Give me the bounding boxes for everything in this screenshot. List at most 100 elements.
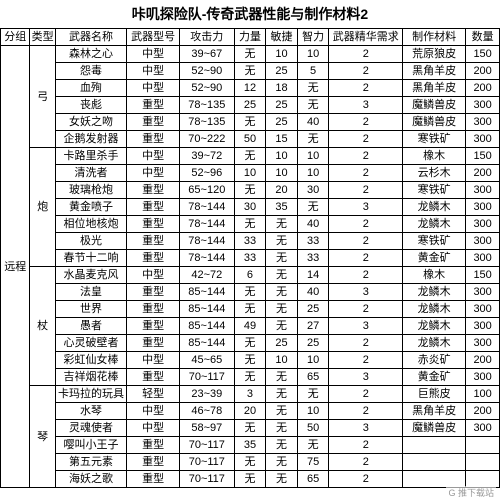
cell-mat: 龙鳞木 (403, 318, 466, 335)
cell-str: 无 (234, 63, 266, 80)
cell-mat: 龙鳞木 (403, 335, 466, 352)
cell-atk: 70~117 (179, 437, 234, 454)
type-cell: 杖 (30, 267, 55, 386)
cell-model: 中型 (127, 63, 180, 80)
cell-qty: 150 (466, 46, 500, 63)
cell-mat: 寒铁矿 (403, 131, 466, 148)
table-row: 远程弓森林之心中型39~67无10102荒原狼皮150 (1, 46, 500, 63)
cell-qty: 300 (466, 131, 500, 148)
cell-ess: 2 (329, 335, 403, 352)
cell-int: 无 (297, 386, 329, 403)
cell-name: 血殉 (55, 80, 127, 97)
cell-atk: 42~72 (179, 267, 234, 284)
cell-model: 重型 (127, 131, 180, 148)
cell-int: 10 (297, 165, 329, 182)
cell-name: 黄金喷子 (55, 199, 127, 216)
cell-model: 中型 (127, 46, 180, 63)
cell-atk: 52~90 (179, 63, 234, 80)
cell-atk: 58~97 (179, 420, 234, 437)
col-header: 力量 (234, 29, 266, 46)
cell-int: 10 (297, 352, 329, 369)
cell-mat: 橡木 (403, 267, 466, 284)
cell-agi: 18 (266, 80, 298, 97)
cell-mat: 黑角羊皮 (403, 403, 466, 420)
cell-mat: 荒原狼皮 (403, 46, 466, 63)
cell-mat: 黄金矿 (403, 369, 466, 386)
cell-atk: 23~39 (179, 386, 234, 403)
cell-agi: 无 (266, 267, 298, 284)
cell-name: 卡玛拉的玩具 (55, 386, 127, 403)
table-row: 心灵破壁者重型85~144无25252龙鳞木300 (1, 335, 500, 352)
col-header: 制作材料 (403, 29, 466, 46)
cell-atk: 78~135 (179, 97, 234, 114)
cell-int: 无 (297, 97, 329, 114)
cell-mat: 魔鳞兽皮 (403, 114, 466, 131)
cell-str: 无 (234, 454, 266, 471)
cell-qty: 150 (466, 148, 500, 165)
cell-agi: 无 (266, 284, 298, 301)
table-row: 琴卡玛拉的玩具轻型23~393无无2巨熊皮100 (1, 386, 500, 403)
cell-atk: 70~117 (179, 369, 234, 386)
cell-agi: 无 (266, 216, 298, 233)
cell-ess: 2 (329, 352, 403, 369)
table-row: 法皇重型85~144无无403龙鳞木300 (1, 284, 500, 301)
table-row: 女妖之吻重型78~135无25402魔鳞兽皮300 (1, 114, 500, 131)
cell-mat: 龙鳞木 (403, 301, 466, 318)
type-cell: 琴 (30, 386, 55, 488)
cell-qty: 300 (466, 318, 500, 335)
cell-qty: 300 (466, 250, 500, 267)
cell-int: 5 (297, 63, 329, 80)
cell-agi: 10 (266, 165, 298, 182)
cell-model: 重型 (127, 284, 180, 301)
cell-ess: 3 (329, 97, 403, 114)
cell-str: 6 (234, 267, 266, 284)
cell-qty: 300 (466, 233, 500, 250)
table-title: 咔叽探险队-传奇武器性能与制作材料2 (0, 0, 500, 28)
cell-int: 65 (297, 471, 329, 488)
cell-qty: 300 (466, 284, 500, 301)
cell-int: 33 (297, 233, 329, 250)
col-header: 敏捷 (266, 29, 298, 46)
table-row: 企鹅发射器重型70~2225015无2寒铁矿300 (1, 131, 500, 148)
cell-str: 25 (234, 97, 266, 114)
col-header: 类型 (30, 29, 55, 46)
cell-agi: 无 (266, 318, 298, 335)
table-row: 黄金喷子重型78~1443035无3龙鳞木300 (1, 199, 500, 216)
cell-model: 中型 (127, 267, 180, 284)
cell-str: 50 (234, 131, 266, 148)
cell-model: 重型 (127, 318, 180, 335)
cell-agi: 10 (266, 148, 298, 165)
cell-name: 极光 (55, 233, 127, 250)
table-row: 血殉中型52~901218无2黑角羊皮200 (1, 80, 500, 97)
cell-atk: 39~72 (179, 148, 234, 165)
cell-int: 30 (297, 182, 329, 199)
cell-qty (466, 437, 500, 454)
cell-name: 丧彪 (55, 97, 127, 114)
cell-name: 森林之心 (55, 46, 127, 63)
cell-agi: 无 (266, 250, 298, 267)
cell-name: 海妖之歌 (55, 471, 127, 488)
cell-name: 水琴 (55, 403, 127, 420)
cell-ess: 3 (329, 420, 403, 437)
cell-int: 14 (297, 267, 329, 284)
cell-str: 无 (234, 148, 266, 165)
cell-name: 嘤叫小王子 (55, 437, 127, 454)
cell-qty (466, 471, 500, 488)
cell-agi: 无 (266, 233, 298, 250)
cell-atk: 45~65 (179, 352, 234, 369)
cell-mat (403, 471, 466, 488)
cell-agi: 20 (266, 182, 298, 199)
cell-int: 无 (297, 437, 329, 454)
cell-str: 20 (234, 403, 266, 420)
table-row: 世界重型85~144无无252龙鳞木300 (1, 301, 500, 318)
cell-ess: 3 (329, 318, 403, 335)
cell-name: 彩虹仙女棒 (55, 352, 127, 369)
cell-str: 无 (234, 284, 266, 301)
cell-ess: 2 (329, 182, 403, 199)
table-row: 杖水晶麦克风中型42~726无142橡木150 (1, 267, 500, 284)
cell-mat: 龙鳞木 (403, 216, 466, 233)
cell-agi: 25 (266, 63, 298, 80)
cell-mat: 魔鳞兽皮 (403, 420, 466, 437)
cell-mat: 赤炎矿 (403, 352, 466, 369)
cell-qty: 300 (466, 301, 500, 318)
